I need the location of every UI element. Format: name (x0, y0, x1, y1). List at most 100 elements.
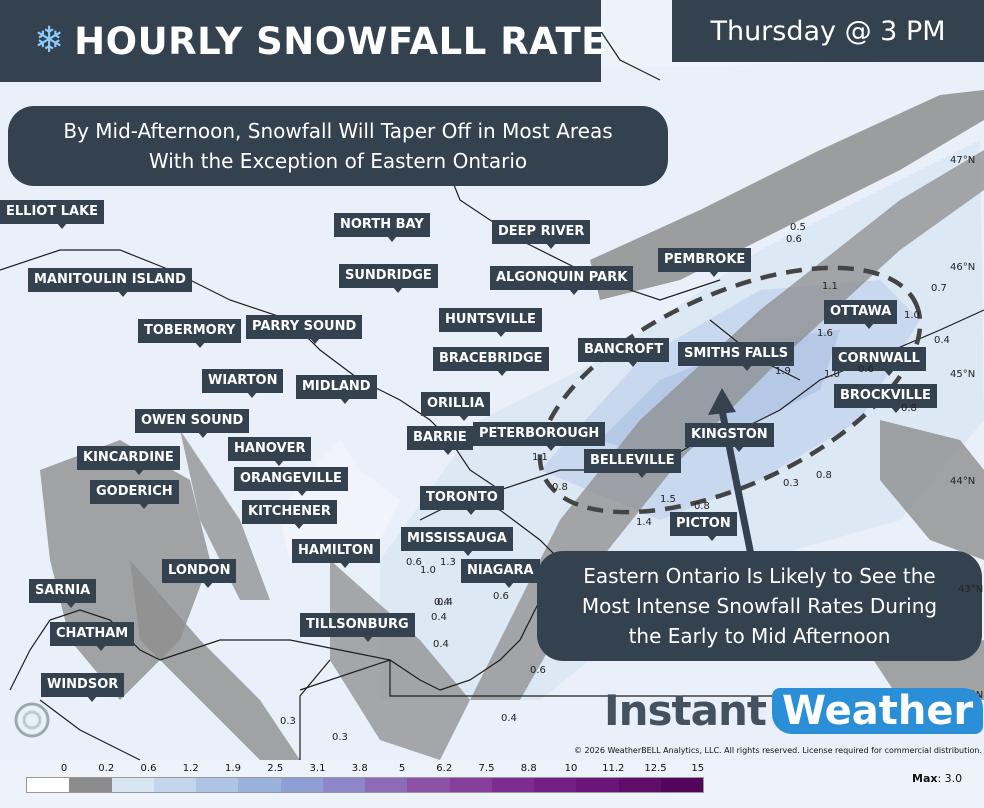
rate-value: 0.6 (858, 364, 874, 375)
rate-value: 0.4 (934, 335, 950, 346)
city-label-niagara: NIAGARA (461, 559, 540, 588)
callout-taper-line2: With the Exception of Eastern Ontario (148, 149, 528, 173)
city-label-peterborough: PETERBOROUGH (473, 422, 606, 451)
rate-value: 1.1 (532, 452, 548, 463)
rate-value: 0.4 (431, 612, 447, 623)
legend-swatch (449, 778, 492, 792)
latitude-label: 43°N (958, 584, 984, 595)
city-label-toronto: TORONTO (420, 486, 504, 515)
weatherbell-logo (14, 700, 104, 740)
callout-eastern-line1: Eastern Ontario Is Likely to See the (583, 564, 936, 588)
city-label-tobermory: TOBERMORY (138, 319, 242, 348)
max-value: : 3.0 (937, 772, 963, 785)
callout-eastern-line2: Most Intense Snowfall Rates During (581, 594, 938, 618)
city-label-kingston: KINGSTON (685, 423, 774, 452)
brand-instant: Instant (604, 686, 767, 735)
rate-value: 1.0 (824, 369, 840, 380)
city-label-ottawa: OTTAWA (824, 300, 898, 329)
city-label-manitoulin-island: MANITOULIN ISLAND (28, 268, 192, 297)
legend-tick-label: 1.9 (225, 763, 241, 774)
legend-swatch (576, 778, 619, 792)
city-label-owen-sound: OWEN SOUND (135, 409, 250, 438)
weatherbell-swirl-icon (14, 702, 50, 738)
rate-value: 1.6 (817, 328, 833, 339)
copyright-notice: © 2026 WeatherBELL Analytics, LLC. All r… (574, 746, 982, 755)
legend-swatch (534, 778, 577, 792)
city-label-barrie: BARRIE (407, 426, 473, 455)
latitude-label: 45°N (950, 369, 976, 380)
legend-swatch (618, 778, 661, 792)
latitude-label: 44°N (950, 476, 976, 487)
legend-tick-label: 11.2 (602, 763, 625, 774)
rate-value: 1.0 (420, 565, 436, 576)
rate-value: 0.7 (931, 283, 947, 294)
callout-eastern-line3: the Early to Mid Afternoon (628, 624, 891, 648)
legend-swatch (280, 778, 323, 792)
rate-value: 0.8 (694, 501, 710, 512)
city-label-hanover: HANOVER (228, 437, 312, 466)
legend-tick-label: 1.2 (182, 763, 199, 774)
legend-swatch (153, 778, 196, 792)
rate-value: 0.8 (901, 403, 917, 414)
latitude-label: 46°N (950, 262, 976, 273)
legend-tick-label: 15 (691, 763, 705, 774)
rate-value: 0.8 (816, 470, 832, 481)
rate-value: 0.8 (552, 482, 568, 493)
city-label-orangeville: ORANGEVILLE (234, 467, 348, 496)
legend-tick-label: 6.2 (436, 763, 453, 774)
city-label-mississauga: MISSISSAUGA (401, 527, 513, 556)
rate-value: 0.3 (783, 478, 799, 489)
rate-value: 0.4 (501, 713, 517, 724)
city-label-pembroke: PEMBROKE (658, 248, 752, 277)
snowflake-icon: ❄ (34, 20, 65, 61)
city-label-hamilton: HAMILTON (292, 539, 380, 568)
rate-value: 0.6 (493, 591, 509, 602)
legend-swatch (365, 778, 408, 792)
city-label-huntsville: HUNTSVILLE (439, 308, 542, 337)
city-label-sundridge: SUNDRIDGE (339, 264, 438, 293)
legend-swatch (407, 778, 450, 792)
legend-tick-label: 10 (564, 763, 578, 774)
latitude-label: 47°N (950, 155, 976, 166)
legend-swatch (660, 778, 703, 792)
legend-tick-label: 3.1 (309, 763, 326, 774)
rate-value: 0.6 (530, 665, 546, 676)
rate-value: 1.1 (822, 281, 838, 292)
city-label-north-bay: NORTH BAY (334, 213, 430, 242)
city-label-tillsonburg: TILLSONBURG (300, 613, 415, 642)
brand-weather: Weather (771, 687, 984, 734)
city-label-wiarton: WIARTON (202, 369, 284, 398)
max-rate-readout: Max: 3.0 (912, 772, 962, 785)
city-label-sarnia: SARNIA (29, 579, 97, 608)
legend-tick-labels: 0 0.2 0.6 1.2 1.9 2.5 3.1 3.8 5 6.2 7.5 8.8 10 11.2 12… (26, 763, 726, 777)
city-label-windsor: WINDSOR (41, 673, 125, 702)
city-label-bancroft: BANCROFT (578, 338, 670, 367)
legend-tick-label: 0.2 (98, 763, 115, 774)
city-label-elliot-lake: ELLIOT LAKE (0, 200, 105, 229)
rate-value: 1.9 (775, 366, 791, 377)
legend-swatch (69, 778, 112, 792)
rate-value: 0.4 (433, 639, 449, 650)
rate-value: 0.4 (437, 597, 453, 608)
callout-taper: By Mid-Afternoon, Snowfall Will Taper Of… (8, 106, 668, 186)
legend-tick-label: 0.6 (140, 763, 157, 774)
city-label-deep-river: DEEP RIVER (492, 220, 591, 249)
legend-tick-label: 8.8 (520, 763, 537, 774)
city-label-kincardine: KINCARDINE (77, 446, 180, 475)
legend-swatch (27, 778, 70, 792)
title-banner: ❄ HOURLY SNOWFALL RATE (0, 0, 606, 82)
rate-value: 1.5 (660, 494, 676, 505)
legend-swatch (491, 778, 534, 792)
city-label-algonquin-park: ALGONQUIN PARK (490, 266, 634, 295)
city-label-midland: MIDLAND (296, 375, 377, 404)
snowfall-legend: 0 0.2 0.6 1.2 1.9 2.5 3.1 3.8 5 6.2 7.5 8.8 10 11.2 12… (26, 763, 726, 793)
rate-value: 0.3 (332, 732, 348, 743)
max-label: Max (912, 772, 938, 785)
rate-value: 0.6 (406, 557, 422, 568)
rate-value: 1.0 (904, 310, 920, 321)
city-label-belleville: BELLEVILLE (584, 449, 681, 478)
rate-value: 1.3 (440, 557, 456, 568)
legend-swatch (111, 778, 154, 792)
city-label-kitchener: KITCHENER (242, 500, 337, 529)
city-label-bracebridge: BRACEBRIDGE (433, 347, 549, 376)
